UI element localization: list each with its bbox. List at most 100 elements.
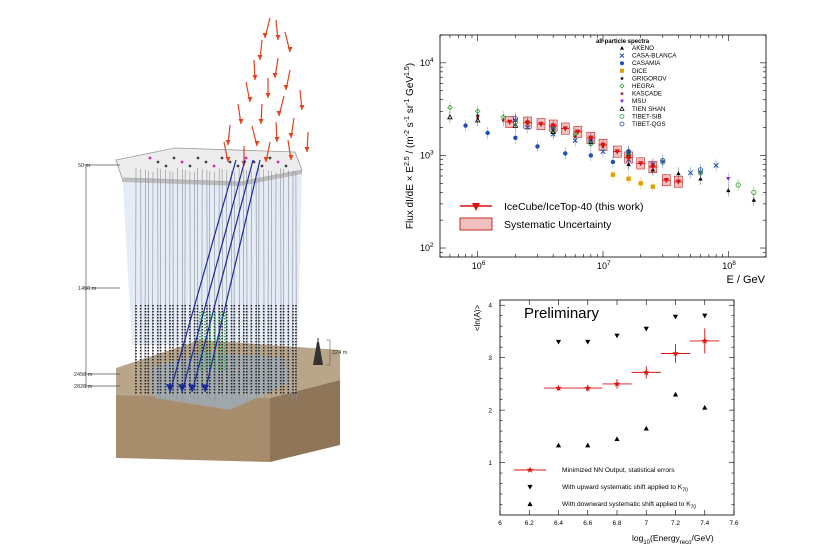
flux-legend-entry: TIBET-QGS — [632, 121, 666, 128]
lna-upward-shift-point — [702, 313, 708, 319]
detector-string — [152, 171, 154, 396]
flux-data-point — [463, 123, 468, 128]
depth-label-1450: 1450 m — [78, 286, 97, 292]
flux-x-tick-label: 108 — [722, 260, 736, 271]
flux-data-point — [447, 114, 453, 120]
lna-legend-entry: Minimized NN Output, statistical errors — [562, 467, 675, 474]
detector-string — [250, 170, 252, 396]
flux-legend-entry: DICE — [632, 68, 647, 75]
lna-upward-shift-point — [672, 314, 679, 320]
detector-string — [184, 169, 186, 396]
flux-legend-marker — [619, 53, 625, 58]
icecube-data-point — [550, 123, 556, 129]
flux-data-point — [751, 189, 757, 195]
detector-string — [226, 169, 228, 400]
flux-data-point — [563, 151, 568, 156]
svg-text:Systematic Uncertainty: Systematic Uncertainty — [504, 219, 612, 231]
lna-downward-shift-point — [672, 391, 679, 397]
icecube-data-point — [663, 178, 669, 184]
flux-data-point — [535, 144, 540, 149]
lna-upward-shift-point — [585, 339, 591, 345]
flux-data-point — [726, 188, 731, 193]
icecube-data-point — [538, 121, 544, 128]
lna-legend-marker — [527, 484, 533, 490]
flux-data-point — [660, 157, 666, 164]
flux-legend-entry: KASCADE — [632, 91, 662, 98]
lna-x-tick-label: 6.4 — [554, 520, 563, 527]
detector-volume — [122, 170, 302, 345]
lna-legend-marker — [526, 466, 534, 473]
flux-y-tick-label: 103 — [420, 149, 434, 160]
depth-scale — [84, 164, 120, 388]
lna-nn-point — [642, 368, 650, 376]
icecube-detector-diagram: 50 m 1450 m 2450 m 2820 m 324 m — [74, 17, 348, 462]
icecube-data-point — [562, 126, 568, 132]
flux-legend-marker — [619, 76, 625, 81]
detector-string — [159, 168, 161, 400]
depth-label-50: 50 m — [78, 163, 91, 169]
icecube-data-point — [625, 155, 632, 161]
lna-nn-point — [701, 337, 709, 344]
flux-legend-title: all-particle spectra — [596, 39, 650, 45]
flux-data-point — [626, 176, 631, 181]
flux-y-tick-label: 104 — [420, 57, 434, 68]
flux-data-point — [474, 117, 481, 123]
detector-string — [144, 169, 146, 400]
flux-data-point — [610, 172, 616, 177]
flux-data-point — [588, 153, 594, 158]
flux-data-point — [501, 117, 506, 123]
eiffel-tower-icon — [313, 338, 323, 365]
lna-x-tick-label: 7 — [644, 520, 648, 527]
flux-data-point — [751, 197, 757, 202]
lna-upward-shift-point — [555, 339, 562, 345]
lna-legend-marker — [527, 501, 533, 507]
lna-plot-frame — [499, 299, 735, 516]
bedrock-side — [270, 380, 340, 462]
detector-string — [157, 167, 159, 398]
lna-y-axis-label: <ln(A)> — [473, 305, 482, 332]
air-shower — [148, 17, 310, 168]
lna-y-tick-label: 4 — [488, 303, 492, 310]
flux-data-point — [713, 162, 719, 168]
flux-data-point — [447, 104, 453, 111]
lna-nn-point — [613, 380, 621, 387]
lna-x-axis-label: log10(Energyreco/GeV) — [632, 533, 714, 546]
lna-nn-point — [584, 384, 592, 391]
detector-string — [169, 170, 171, 396]
flux-legend-marker — [619, 121, 625, 127]
flux-y-tick-label: 102 — [420, 242, 434, 253]
lna-x-tick-label: 6.6 — [583, 520, 592, 527]
icecube-data-point — [675, 179, 682, 185]
flux-legend-entry: TIBET-SIB — [632, 113, 662, 120]
flux-x-tick-label: 107 — [597, 260, 611, 271]
flux-data-point — [485, 130, 490, 136]
lna-nn-point — [555, 384, 562, 391]
depth-label-2450: 2450 m — [74, 372, 93, 378]
lna-x-tick-label: 7.2 — [671, 520, 680, 527]
flux-data-point — [726, 177, 731, 181]
icecube-data-point — [650, 164, 656, 171]
lna-x-tick-label: 6.8 — [612, 520, 621, 527]
detector-string — [275, 171, 277, 400]
lna-x-tick-label: 7.6 — [729, 520, 738, 527]
bedrock-front — [116, 395, 270, 462]
lna-legend-entry: With upward systematic shift applied to … — [562, 484, 688, 494]
icecube-data-point — [507, 119, 513, 125]
lna-x-tick-label: 6.2 — [525, 520, 534, 527]
flux-legend-marker — [620, 99, 624, 104]
svg-text:IceCube/IceTop-40 (this work): IceCube/IceTop-40 (this work) — [504, 201, 643, 213]
flux-legend-entry: HEGRA — [632, 83, 655, 90]
flux-legend-entry: TIEN SHAN — [632, 106, 666, 113]
lna-upward-shift-point — [643, 326, 649, 332]
detector-string — [176, 167, 178, 400]
icecube-data-point — [588, 135, 594, 141]
flux-legend-entry: CASAMIA — [632, 60, 661, 67]
lna-downward-shift-point — [614, 436, 620, 442]
flux-data-point — [650, 184, 656, 189]
flux-data-point — [697, 167, 704, 173]
flux-legend-marker — [620, 68, 624, 73]
flux-data-point — [572, 134, 578, 139]
detector-string — [292, 170, 294, 400]
flux-legend-marker — [619, 91, 625, 96]
